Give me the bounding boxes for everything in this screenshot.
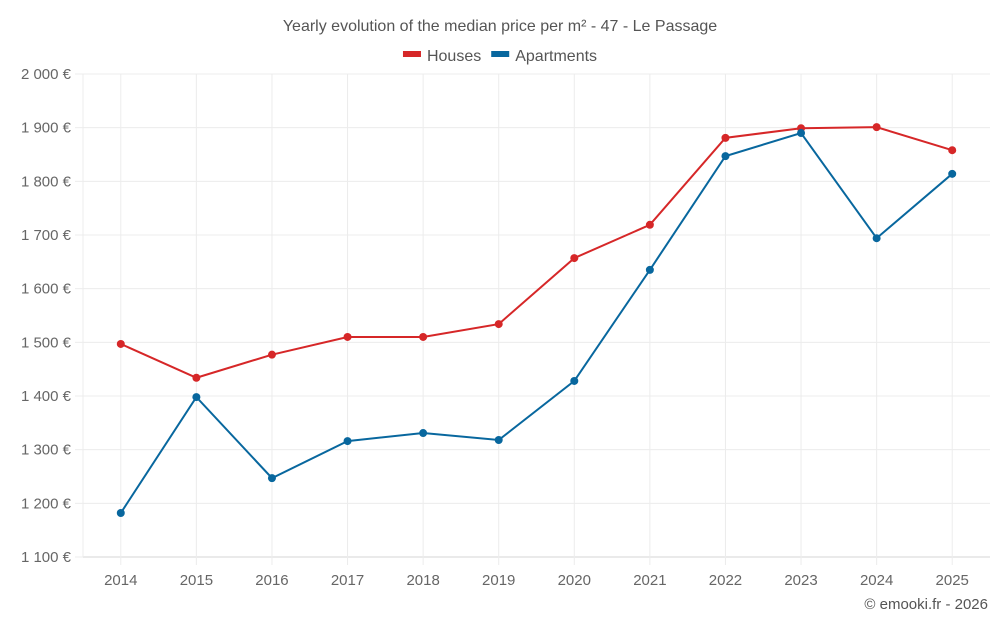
data-point[interactable] [872, 234, 881, 243]
y-tick-label: 1 700 € [21, 227, 72, 244]
data-point[interactable] [192, 373, 201, 382]
data-point[interactable] [872, 123, 881, 132]
grid [82, 73, 990, 565]
series-layer [116, 123, 957, 517]
data-point[interactable] [797, 129, 806, 138]
credit-text: © emooki.fr - 2026 [864, 596, 988, 613]
x-tick-label: 2015 [180, 572, 213, 589]
x-tick-label: 2018 [406, 572, 439, 589]
legend-item-apartments[interactable]: Apartments [491, 48, 597, 65]
series-line [119, 131, 953, 514]
data-point[interactable] [116, 508, 125, 517]
data-point[interactable] [116, 339, 125, 348]
x-tick-label: 2021 [633, 572, 666, 589]
data-point[interactable] [494, 436, 503, 445]
legend-item-houses[interactable]: Houses [402, 48, 481, 65]
data-point[interactable] [645, 220, 654, 229]
y-axis: 1 100 € 1 200 € 1 300 € 1 400 € 1 500 € 1 600… [21, 66, 83, 566]
data-point[interactable] [494, 320, 503, 329]
data-point[interactable] [721, 152, 730, 161]
y-tick-label: 1 200 € [21, 495, 72, 512]
y-tick-label: 1 500 € [21, 334, 72, 351]
data-point[interactable] [645, 265, 654, 274]
chart-title: Yearly evolution of the median price per… [283, 18, 717, 35]
x-tick-label: 2014 [104, 572, 137, 589]
data-point[interactable] [267, 350, 276, 359]
x-tick-label: 2023 [784, 572, 817, 589]
data-point[interactable] [948, 169, 957, 178]
x-tick-label: 2024 [860, 572, 893, 589]
x-tick-label: 2017 [331, 572, 364, 589]
x-tick-label: 2019 [482, 572, 515, 589]
x-axis: 2014 2015 2016 2017 2018 2019 2020 2021 2022 2023… [104, 572, 969, 589]
x-tick-label: 2022 [709, 572, 742, 589]
data-point[interactable] [192, 393, 201, 402]
data-point[interactable] [343, 437, 352, 446]
y-tick-label: 1 900 € [21, 120, 72, 137]
legend-swatch [402, 51, 421, 57]
x-tick-label: 2025 [936, 572, 969, 589]
series-line [120, 126, 953, 379]
y-tick-label: 1 300 € [21, 442, 72, 459]
data-point[interactable] [948, 146, 957, 155]
y-tick-label: 1 600 € [21, 281, 72, 298]
y-tick-label: 2 000 € [21, 66, 72, 83]
legend-label: Apartments [515, 48, 597, 65]
data-point[interactable] [419, 429, 428, 438]
data-point[interactable] [721, 133, 730, 142]
legend: Houses Apartments [402, 48, 597, 65]
series-apartments [116, 129, 957, 517]
y-tick-label: 1 100 € [21, 549, 72, 566]
x-tick-label: 2020 [558, 572, 591, 589]
x-tick-label: 2016 [255, 572, 288, 589]
legend-label: Houses [427, 48, 481, 65]
data-point[interactable] [570, 376, 579, 385]
legend-swatch [491, 51, 510, 57]
data-point[interactable] [267, 474, 276, 483]
data-point[interactable] [343, 332, 352, 341]
data-point[interactable] [419, 332, 428, 341]
y-tick-label: 1 400 € [21, 388, 72, 405]
y-tick-label: 1 800 € [21, 173, 72, 190]
series-houses [116, 123, 957, 382]
data-point[interactable] [570, 254, 579, 263]
